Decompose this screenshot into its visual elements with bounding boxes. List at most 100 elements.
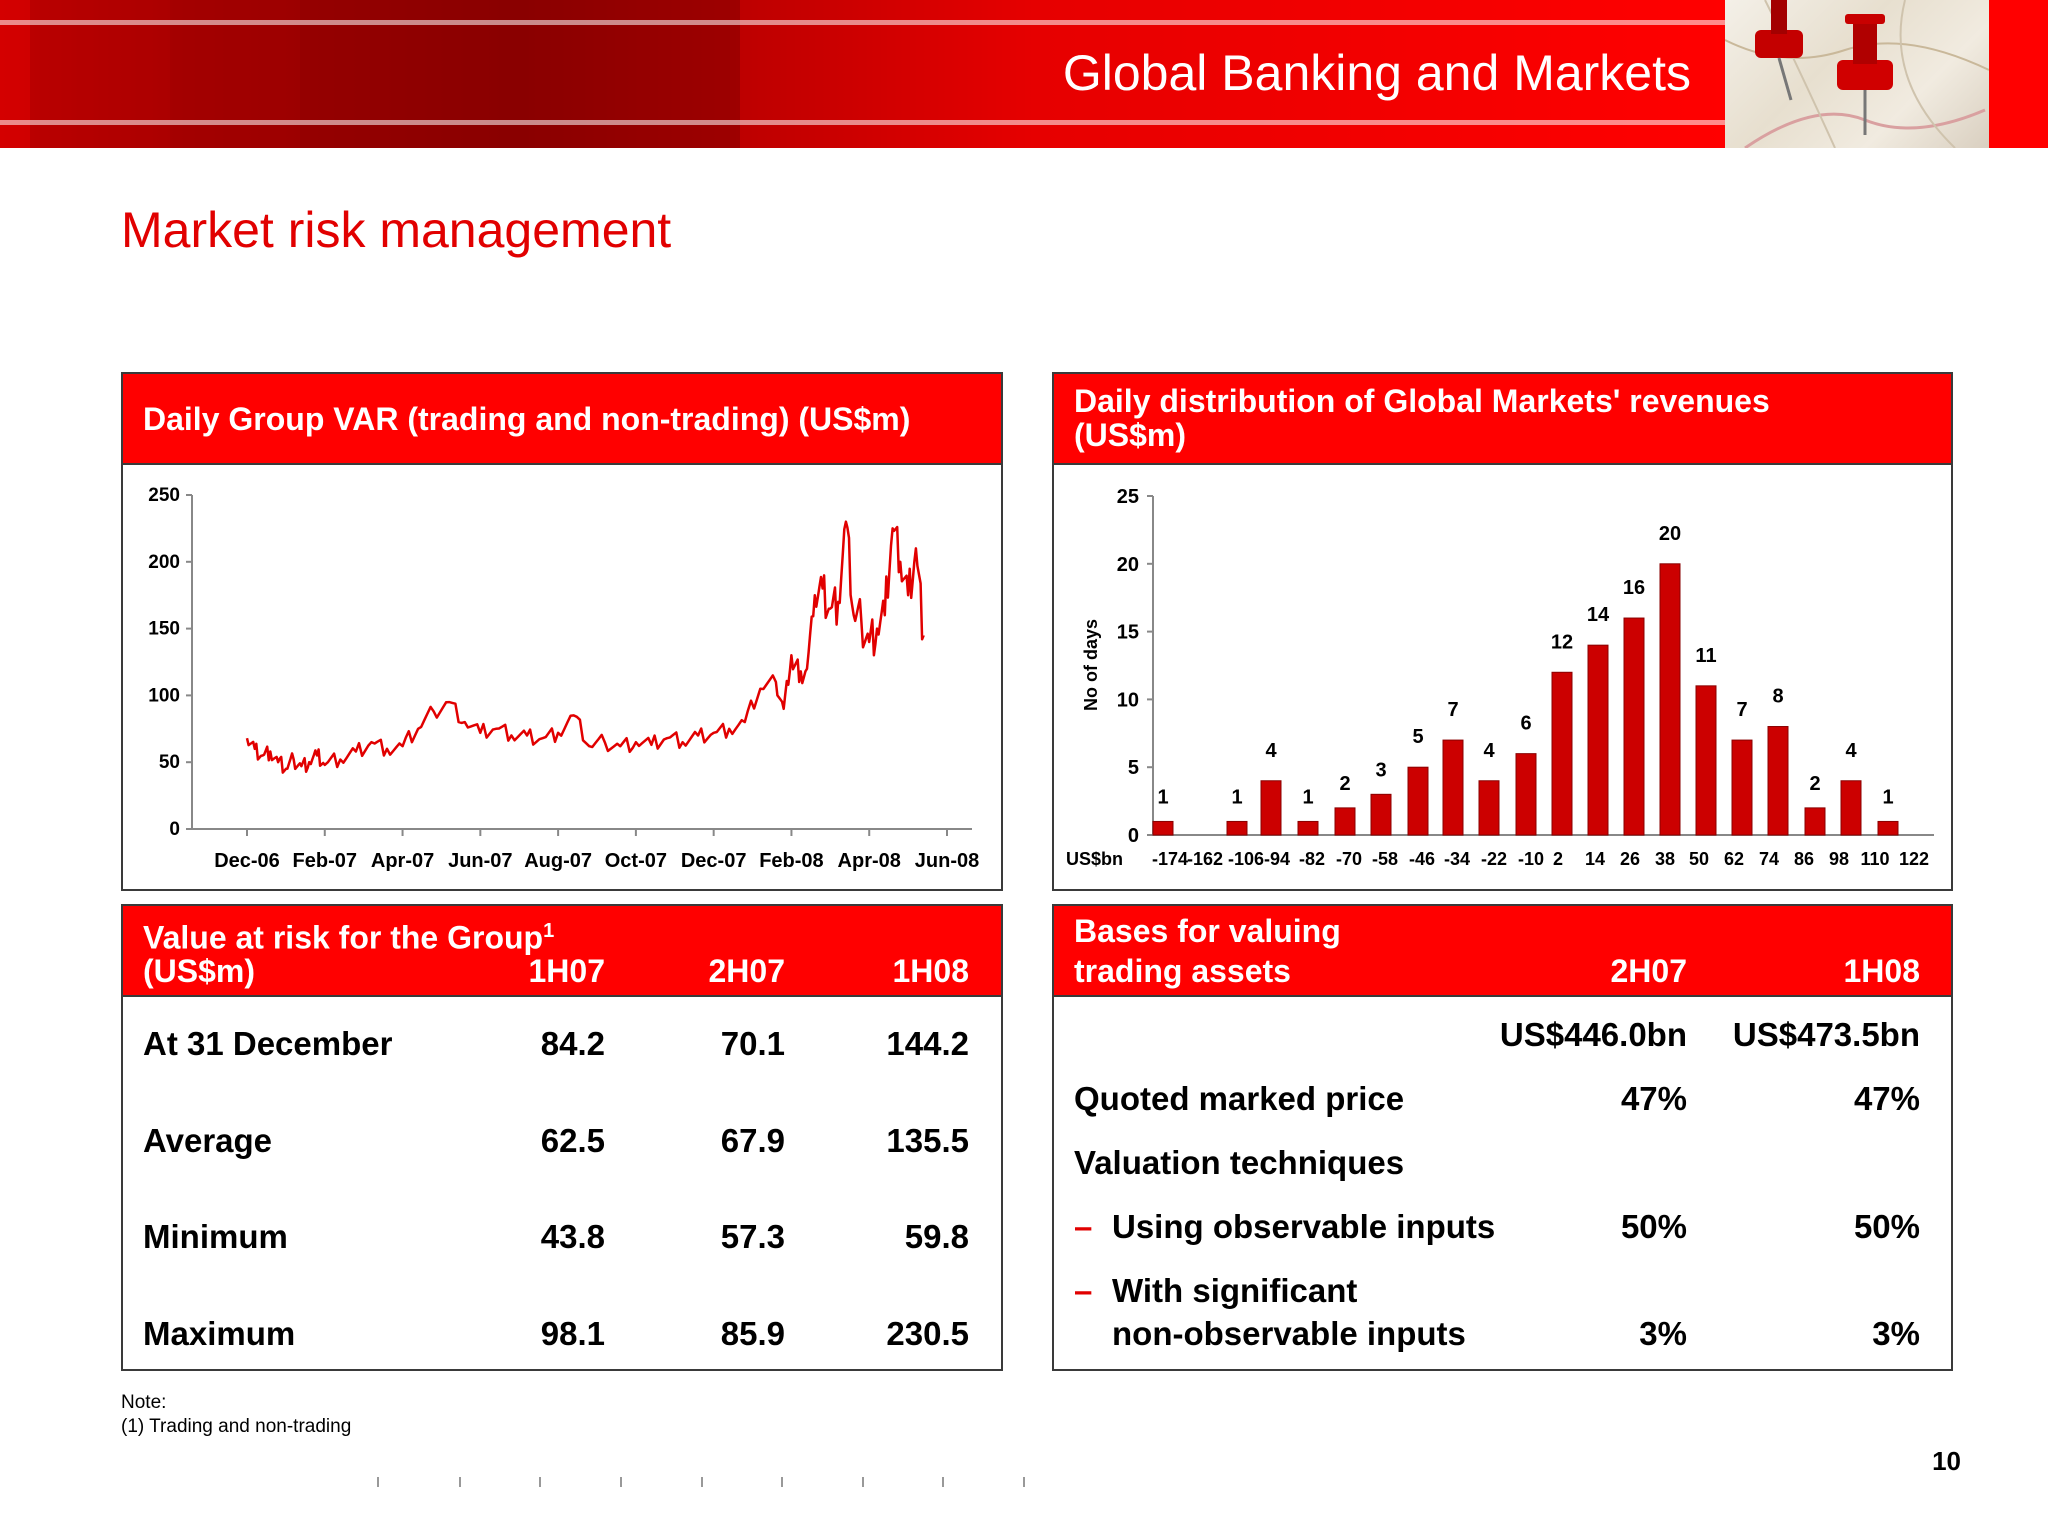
x-tick-label: -94 (1264, 849, 1290, 869)
y-tick-label: 150 (148, 619, 180, 640)
bar (1407, 766, 1429, 836)
bar-value-label: 4 (1265, 740, 1277, 762)
pushpin-map-image (1725, 0, 1989, 148)
y-tick-label: 25 (1117, 486, 1139, 508)
x-tick-label: Feb-08 (759, 850, 823, 872)
bar-value-label: 1 (1882, 786, 1893, 808)
total-cell: US$446.0bn (1499, 1016, 1687, 1053)
bar-value-label: 7 (1447, 699, 1458, 721)
bar-value-label: 8 (1772, 686, 1783, 708)
y-tick-label: 0 (169, 819, 180, 840)
page-number: 10 (1932, 1446, 1961, 1476)
var-table-title: Value at risk for the Group1 (143, 914, 554, 955)
x-tick-label: -82 (1299, 849, 1325, 869)
y-tick-label: 100 (148, 685, 180, 706)
x-tick-label: 38 (1655, 849, 1675, 869)
x-tick-label: Apr-08 (838, 850, 901, 872)
note-text: (1) Trading and non-trading (121, 1416, 352, 1437)
bar (1152, 820, 1174, 836)
banner-edge (1989, 0, 2048, 148)
dash-bullet: – (1074, 1272, 1093, 1309)
bar (1877, 820, 1899, 836)
table-cell: 47% (1853, 1080, 1920, 1117)
footer-tick (539, 1477, 541, 1487)
revenue-chart-panel: Daily distribution of Global Markets' re… (1052, 372, 1953, 891)
bar-value-label: 2 (1809, 773, 1820, 795)
x-tick-label: 86 (1794, 849, 1814, 869)
x-tick-label: 50 (1689, 849, 1709, 869)
footer-tick (459, 1477, 461, 1487)
x-tick-label: 74 (1759, 849, 1779, 869)
row-label: Maximum (143, 1315, 296, 1352)
header-banner: Global Banking and Markets (0, 0, 1725, 148)
bar-value-label: 5 (1412, 726, 1423, 748)
bar (1731, 739, 1753, 836)
column-header: 1H08 (1843, 953, 1921, 989)
bar (1334, 807, 1356, 836)
column-header: 2H07 (1610, 953, 1688, 989)
bar (1695, 685, 1717, 836)
x-tick-label: -162 (1187, 849, 1223, 869)
banner-title: Global Banking and Markets (1062, 45, 1691, 101)
table-cell: 50% (1620, 1208, 1687, 1245)
var-table-header: Value at risk for the Group1 (US$m) 1H07… (123, 906, 1001, 997)
table-cell: 3% (1872, 1315, 1920, 1352)
var-chart-header: Daily Group VAR (trading and non-trading… (123, 374, 1001, 465)
table-cell: 50% (1853, 1208, 1920, 1245)
footnote-marker: 1 (543, 920, 555, 942)
revenue-chart-header: Daily distribution of Global Markets' re… (1054, 374, 1951, 465)
pushpin-icon (1755, 0, 1803, 101)
bar-value-label: 20 (1659, 523, 1681, 545)
table-cell: 135.5 (886, 1122, 969, 1159)
bases-table-title-line2: trading assets (1074, 953, 1291, 989)
x-tick-label: -46 (1409, 849, 1435, 869)
x-tick-label: Dec-06 (214, 850, 280, 872)
row-label: Using observable inputs (1112, 1208, 1496, 1245)
bar (1370, 793, 1392, 836)
y-tick-label: 200 (148, 552, 180, 573)
row-label: Valuation techniques (1074, 1144, 1405, 1181)
x-tick-label: Jun-07 (448, 850, 512, 872)
table-cell: 70.1 (720, 1025, 785, 1062)
y-tick-label: 10 (1117, 689, 1139, 711)
bar-value-label: 14 (1587, 604, 1610, 626)
x-tick-label: 98 (1829, 849, 1849, 869)
x-tick-label: -34 (1444, 849, 1470, 869)
bar (1551, 671, 1573, 836)
bar-value-label: 4 (1845, 740, 1857, 762)
x-tick-label: 62 (1724, 849, 1744, 869)
table-cell: 85.9 (720, 1315, 785, 1352)
footer-tick (377, 1477, 379, 1487)
var-table-unit: (US$m) (143, 953, 256, 989)
bar (1515, 753, 1537, 836)
column-header: 1H08 (892, 953, 970, 989)
bases-table-header: Bases for valuing trading assets 2H07 1H… (1054, 906, 1951, 997)
banner-stripe (0, 120, 1725, 125)
bar-value-label: 1 (1302, 786, 1313, 808)
bar (1659, 563, 1681, 836)
table-cell: 3% (1639, 1315, 1687, 1352)
x-tick-label: 122 (1899, 849, 1929, 869)
x-tick-label: Apr-07 (371, 850, 434, 872)
x-tick-label: Dec-07 (681, 850, 747, 872)
x-tick-label: Jun-08 (915, 850, 979, 872)
table-cell: 84.2 (540, 1025, 605, 1062)
bar (1840, 780, 1862, 836)
footer-tick (781, 1477, 783, 1487)
row-label: Minimum (143, 1218, 288, 1255)
table-cell: 43.8 (540, 1218, 605, 1255)
x-tick-label: Feb-07 (293, 850, 357, 872)
column-header: 2H07 (708, 953, 786, 989)
x-tick-label: Aug-07 (524, 850, 592, 872)
table-cell: 47% (1620, 1080, 1687, 1117)
row-label: At 31 December (143, 1025, 393, 1062)
var-table-title-text: Value at risk for the Group (143, 919, 544, 956)
y-axis-label: No of days (1081, 619, 1101, 711)
page-title: Market risk management (121, 202, 672, 258)
footer-tick (620, 1477, 622, 1487)
bar-value-label: 3 (1375, 759, 1386, 781)
bar-value-label: 2 (1339, 773, 1350, 795)
table-cell: 144.2 (886, 1025, 969, 1062)
bar-value-label: 6 (1520, 713, 1531, 735)
x-tick-label: -22 (1481, 849, 1507, 869)
